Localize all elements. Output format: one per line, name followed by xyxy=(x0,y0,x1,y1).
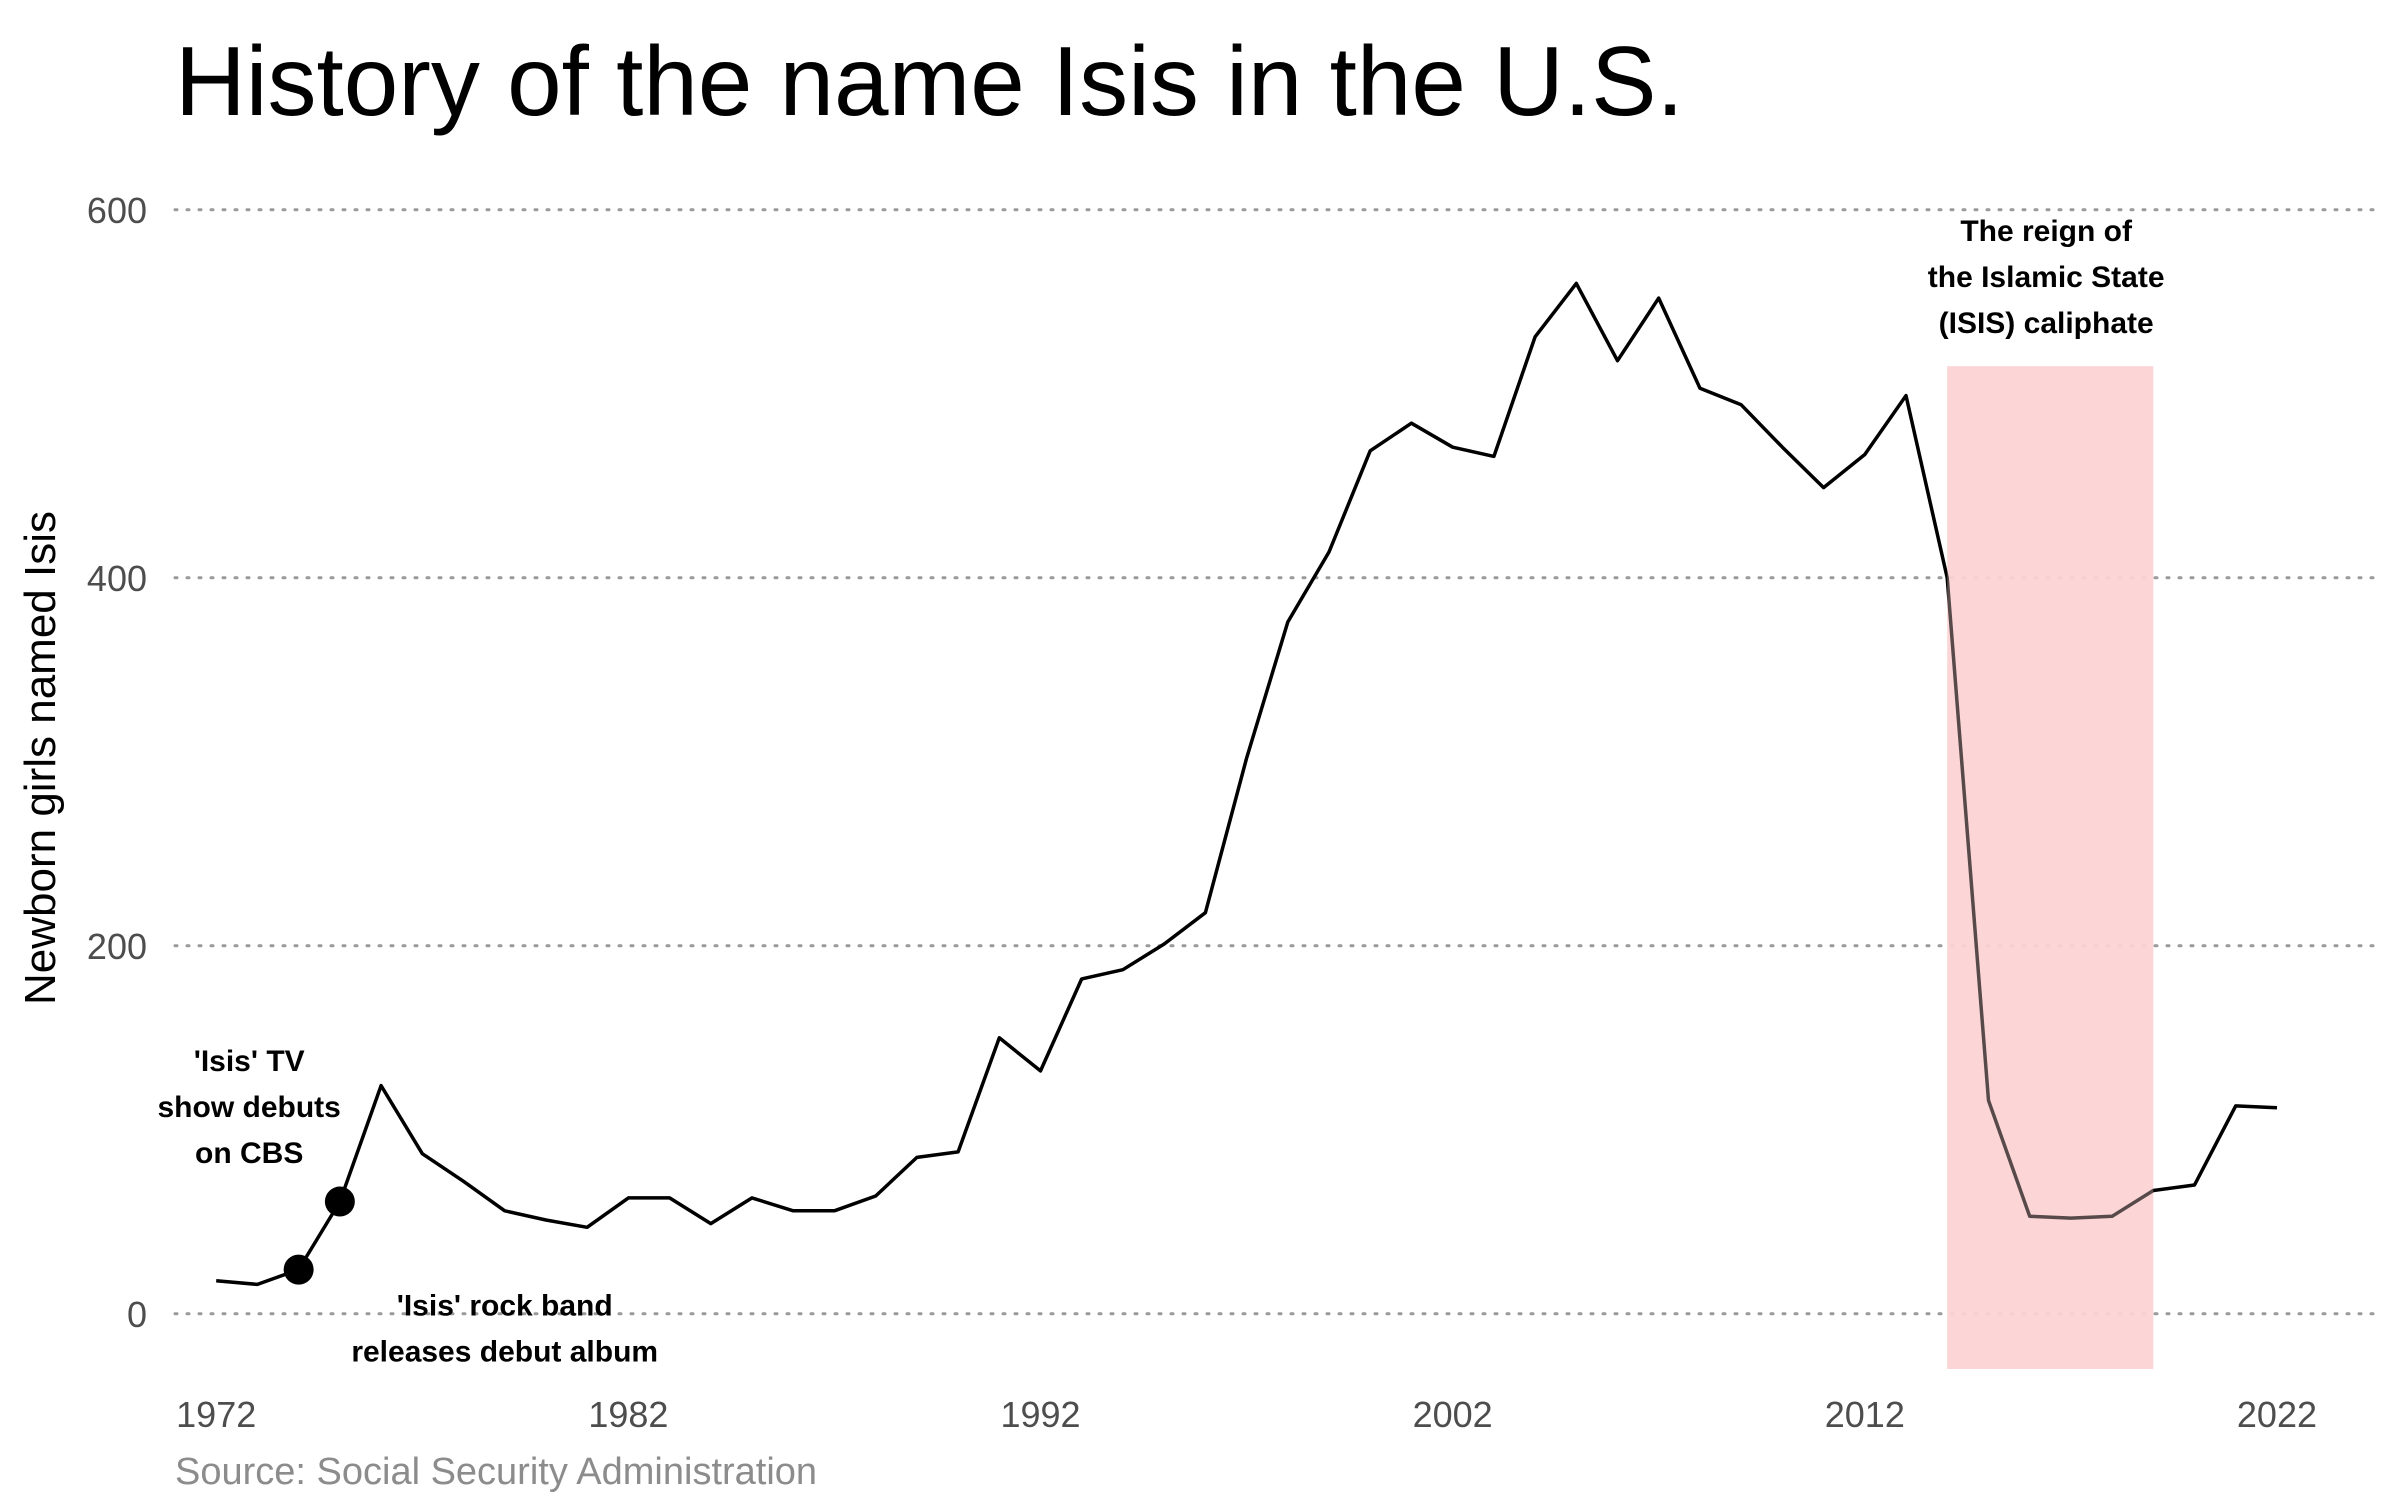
highlight-annotation-line: The reign of xyxy=(1960,215,2133,248)
x-tick-label: 2012 xyxy=(1825,1394,1905,1435)
event-annotation-line: 'Isis' rock band xyxy=(397,1290,613,1323)
highlight-span xyxy=(1947,366,2154,1369)
y-tick-label: 200 xyxy=(87,926,147,967)
chart-title: History of the name Isis in the U.S. xyxy=(175,26,1684,136)
series-line xyxy=(216,281,2278,1287)
x-tick-label: 1972 xyxy=(176,1394,256,1435)
y-tick-label: 600 xyxy=(87,190,147,231)
event-annotation-line: 'Isis' TV xyxy=(194,1045,305,1078)
x-tick-label: 1992 xyxy=(1000,1394,1080,1435)
x-tick-label: 2022 xyxy=(2237,1394,2317,1435)
highlight-annotation-line: the Islamic State xyxy=(1928,261,2165,294)
y-axis-label: Newborn girls named Isis xyxy=(16,511,65,1005)
annotation-layer: 'Isis' rock band releases debut album 'Isi… xyxy=(158,215,2165,1369)
event-annotation-line: releases debut album xyxy=(351,1336,658,1369)
highlight-layer xyxy=(1947,366,2154,1369)
x-tick-label: 1982 xyxy=(588,1394,668,1435)
highlight-annotation-line: (ISIS) caliphate xyxy=(1939,307,2154,340)
source-note: Source: Social Security Administration xyxy=(175,1451,817,1493)
event-annotation-line: show debuts xyxy=(158,1091,341,1124)
event-annotation-line: on CBS xyxy=(195,1137,303,1170)
x-tick-label: 2002 xyxy=(1413,1394,1493,1435)
marker-layer xyxy=(283,1186,355,1285)
event-marker xyxy=(324,1186,355,1217)
y-tick-label: 400 xyxy=(87,558,147,599)
axis-layer: 0 200 400 600 1972 1982 1992 2002 2012 2022 xyxy=(87,190,2317,1435)
highlight-overlay xyxy=(1947,366,2154,1369)
line-layer xyxy=(216,281,2278,1369)
event-marker xyxy=(283,1254,314,1285)
y-tick-label: 0 xyxy=(127,1294,147,1335)
